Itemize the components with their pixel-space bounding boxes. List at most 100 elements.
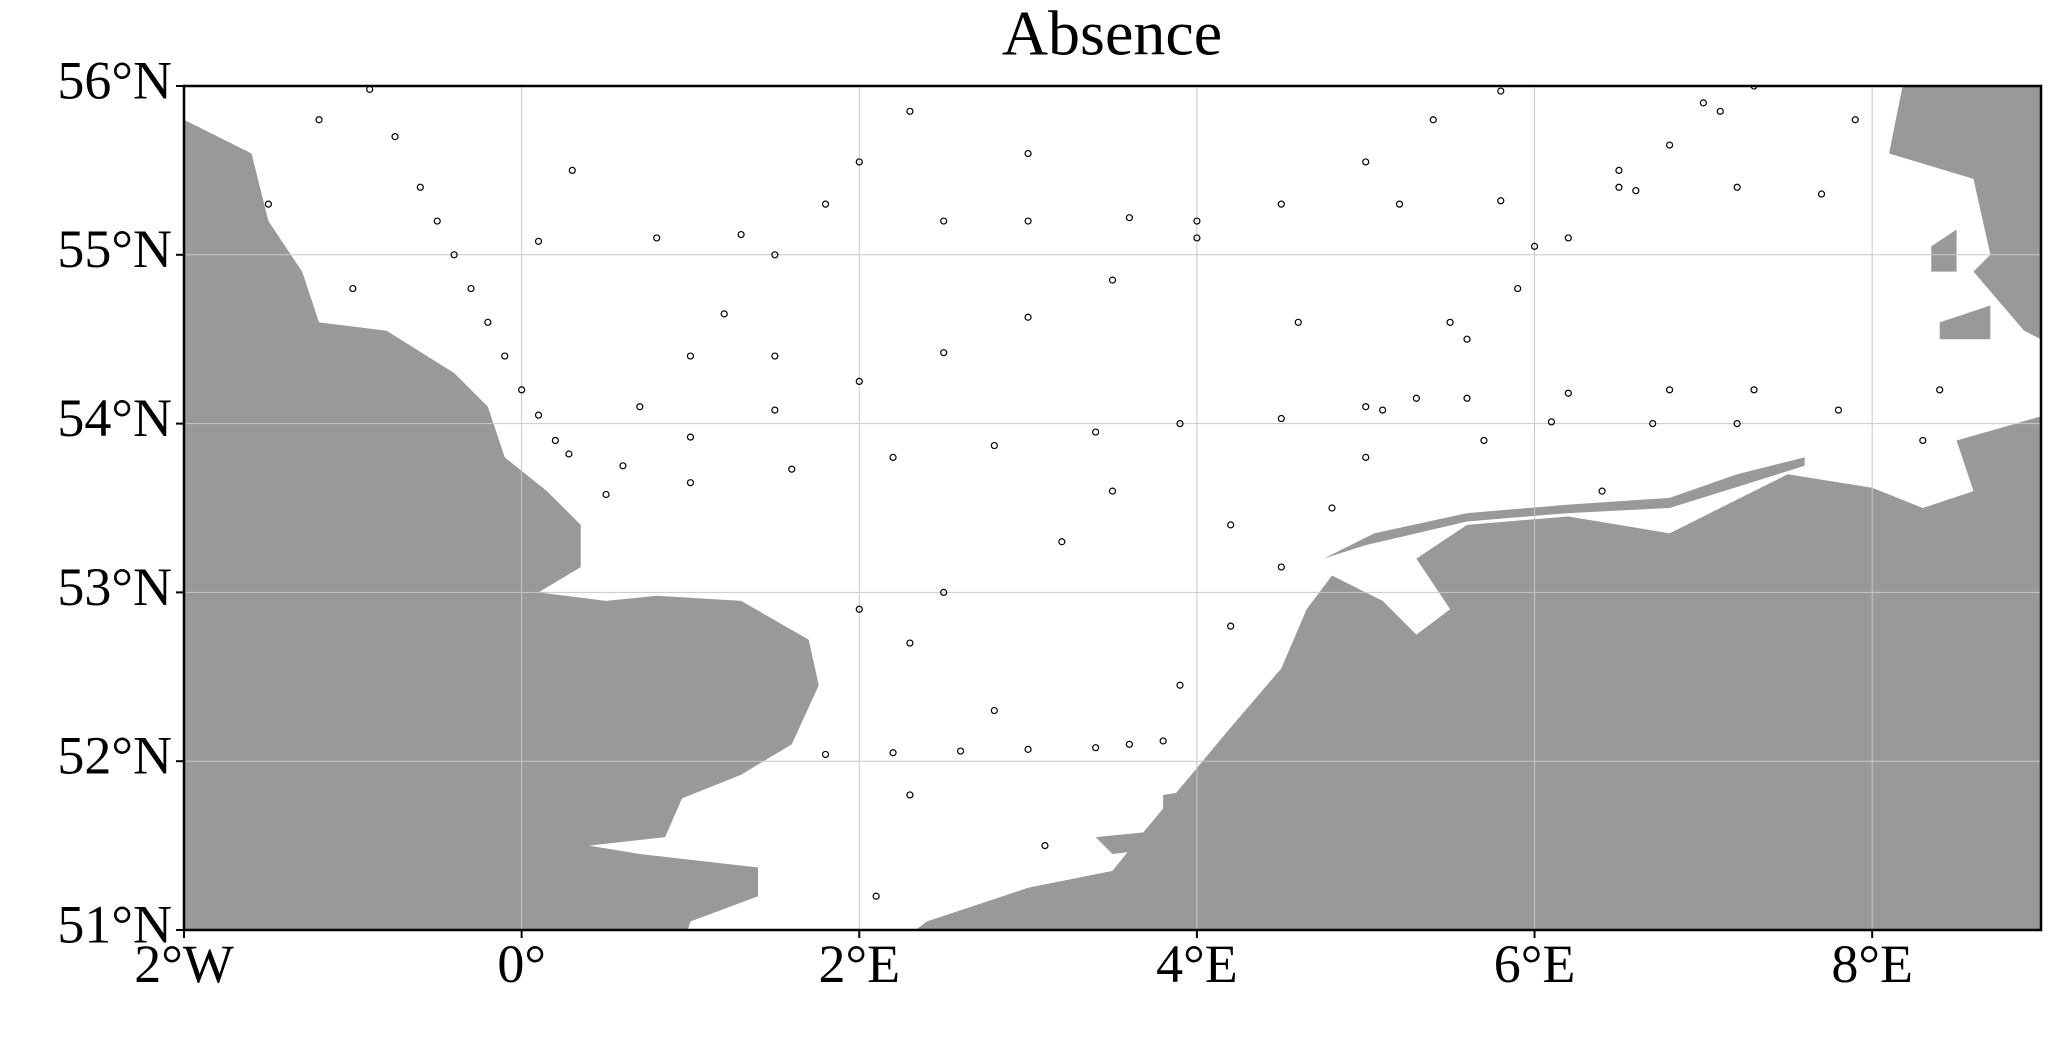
point bbox=[1227, 521, 1235, 529]
point bbox=[1024, 217, 1032, 225]
point bbox=[1277, 563, 1285, 571]
point bbox=[1108, 487, 1117, 495]
point bbox=[551, 436, 560, 445]
point bbox=[855, 158, 863, 166]
point bbox=[653, 234, 661, 242]
point bbox=[1615, 183, 1623, 191]
point bbox=[1362, 158, 1370, 166]
point bbox=[1024, 745, 1032, 753]
y-tick-label: 51°N bbox=[57, 894, 172, 954]
point bbox=[940, 349, 948, 357]
point bbox=[990, 706, 998, 715]
point bbox=[771, 352, 779, 360]
land bbox=[1163, 786, 1214, 809]
point bbox=[315, 116, 323, 124]
point bbox=[264, 200, 273, 208]
point bbox=[788, 465, 796, 473]
point bbox=[602, 490, 610, 499]
point bbox=[1598, 487, 1606, 495]
point bbox=[1227, 622, 1235, 630]
land bbox=[184, 119, 819, 930]
point bbox=[1733, 183, 1741, 191]
point bbox=[484, 318, 492, 326]
point bbox=[1851, 116, 1859, 124]
point bbox=[1092, 428, 1100, 436]
point bbox=[1041, 841, 1049, 850]
land bbox=[1323, 457, 1805, 559]
point bbox=[686, 479, 695, 487]
point bbox=[534, 411, 543, 419]
point bbox=[1193, 234, 1201, 242]
point bbox=[956, 747, 965, 755]
point bbox=[1530, 242, 1539, 250]
land-layer bbox=[184, 86, 2041, 930]
point bbox=[568, 166, 576, 174]
point bbox=[1176, 681, 1184, 689]
point bbox=[501, 352, 509, 360]
point bbox=[940, 217, 948, 225]
point bbox=[1564, 234, 1572, 242]
point bbox=[1092, 744, 1100, 752]
points bbox=[264, 86, 1944, 900]
point bbox=[1395, 200, 1404, 208]
point bbox=[1514, 284, 1522, 293]
x-tick-label: 2°W bbox=[134, 934, 234, 994]
point bbox=[1412, 394, 1420, 402]
point bbox=[855, 377, 863, 385]
point bbox=[940, 588, 948, 597]
land bbox=[915, 416, 2041, 930]
chart-title: Absence bbox=[1002, 0, 1222, 69]
point bbox=[1649, 420, 1657, 428]
point bbox=[1936, 386, 1944, 394]
point bbox=[686, 433, 695, 441]
point bbox=[1125, 214, 1133, 222]
point bbox=[1125, 740, 1133, 748]
point bbox=[906, 107, 914, 115]
x-tick-label: 8°E bbox=[1831, 934, 1913, 994]
point bbox=[1159, 737, 1167, 745]
point bbox=[433, 217, 441, 225]
point bbox=[1615, 166, 1623, 174]
point bbox=[619, 462, 627, 470]
point bbox=[1480, 436, 1488, 445]
point bbox=[391, 133, 399, 141]
point bbox=[1463, 335, 1471, 343]
point bbox=[1328, 504, 1336, 512]
point bbox=[889, 453, 897, 461]
point bbox=[906, 639, 914, 647]
point bbox=[518, 386, 526, 394]
land bbox=[1889, 86, 2041, 340]
x-tick-label: 2°E bbox=[818, 934, 900, 994]
point bbox=[534, 237, 543, 245]
y-tick-label: 56°N bbox=[57, 50, 172, 110]
point bbox=[1058, 538, 1066, 546]
y-tick-label: 54°N bbox=[57, 388, 172, 448]
point bbox=[889, 749, 897, 757]
point bbox=[990, 441, 998, 450]
point bbox=[636, 403, 644, 411]
point bbox=[872, 892, 880, 900]
point bbox=[1497, 87, 1505, 95]
point bbox=[1547, 418, 1556, 426]
point bbox=[1834, 406, 1843, 414]
point bbox=[1919, 436, 1927, 445]
point bbox=[467, 284, 475, 293]
y-tick-label: 55°N bbox=[57, 219, 172, 279]
point bbox=[1446, 318, 1454, 326]
point bbox=[1750, 386, 1758, 394]
point bbox=[1193, 217, 1201, 225]
point bbox=[1277, 200, 1285, 208]
point bbox=[1294, 318, 1302, 326]
point bbox=[686, 352, 695, 360]
point bbox=[1379, 406, 1387, 414]
point bbox=[1024, 149, 1032, 158]
x-tick-label: 0° bbox=[497, 934, 546, 994]
point bbox=[1176, 420, 1184, 428]
point bbox=[1108, 276, 1117, 284]
point bbox=[366, 86, 374, 93]
point bbox=[771, 251, 779, 259]
x-tick-label: 4°E bbox=[1156, 934, 1238, 994]
point bbox=[1665, 141, 1674, 149]
